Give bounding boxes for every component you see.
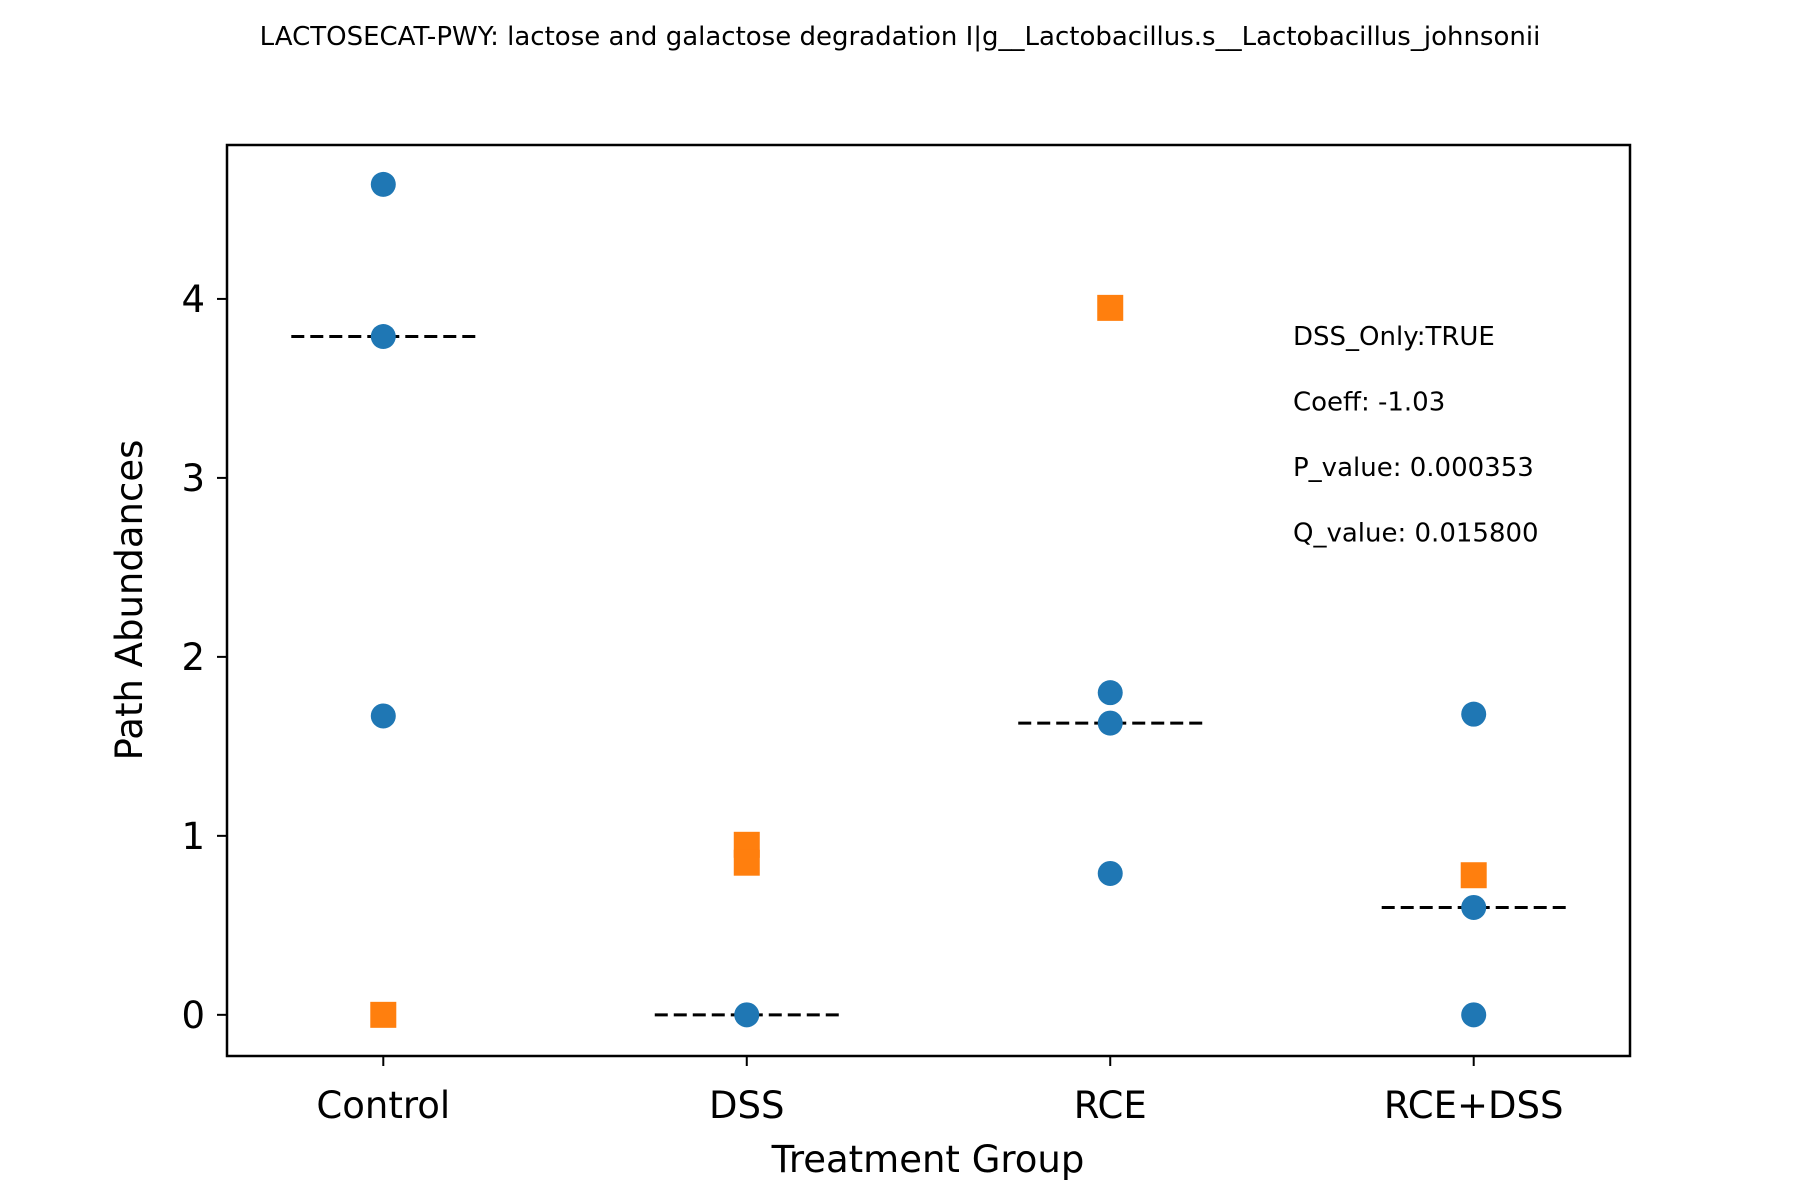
plot-frame [225,143,1632,1058]
y-tick-label: 3 [181,457,205,500]
data-point-square [370,1001,397,1028]
y-axis-title: Path Abundances [108,440,151,761]
x-tick-label: Control [316,1084,450,1127]
y-tick-label: 0 [181,994,205,1037]
y-tick-label: 1 [181,815,205,858]
data-point-circle [370,703,396,729]
data-point-circle [1097,680,1123,706]
data-point-square [1460,862,1487,889]
data-point-circle [1461,1002,1487,1028]
y-tick-label: 2 [181,636,205,679]
data-point-circle [1097,710,1123,736]
data-point-square [1097,294,1124,321]
data-point-circle [370,324,396,350]
x-tick-label: RCE+DSS [1384,1084,1564,1127]
stat-annotation: Q_value: 0.015800 [1293,519,1539,549]
x-axis-title: Treatment Group [771,1138,1085,1181]
stat-annotation: DSS_Only:TRUE [1293,322,1495,352]
data-point-circle [1097,860,1123,886]
stat-annotation: Coeff: -1.03 [1293,388,1445,418]
data-point-circle [1461,894,1487,920]
y-tick-label: 4 [181,278,205,321]
stat-annotation: P_value: 0.000353 [1293,453,1534,483]
data-point-square [733,849,760,876]
x-tick-label: RCE [1074,1084,1147,1127]
data-point-circle [1461,701,1487,727]
chart-title: LACTOSECAT-PWY: lactose and galactose de… [260,22,1541,52]
data-point-circle [370,171,396,197]
x-tick-label: DSS [709,1084,784,1127]
data-point-circle [734,1002,760,1028]
plot-layer: Control DSS RCE RCE+DSS 0 1 2 3 4 DSS_Only:TRUE Co… [181,171,1566,1127]
